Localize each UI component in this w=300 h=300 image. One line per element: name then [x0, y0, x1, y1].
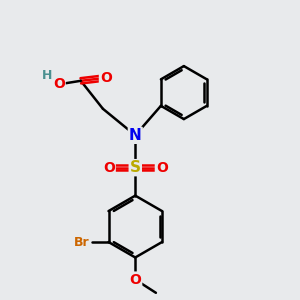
Text: N: N	[129, 128, 142, 143]
Text: H: H	[42, 69, 52, 82]
Text: S: S	[130, 160, 141, 175]
Text: O: O	[103, 161, 115, 175]
Text: O: O	[53, 77, 65, 91]
Text: O: O	[156, 161, 168, 175]
Text: O: O	[129, 273, 141, 286]
Text: O: O	[100, 71, 112, 85]
Text: Br: Br	[74, 236, 90, 248]
